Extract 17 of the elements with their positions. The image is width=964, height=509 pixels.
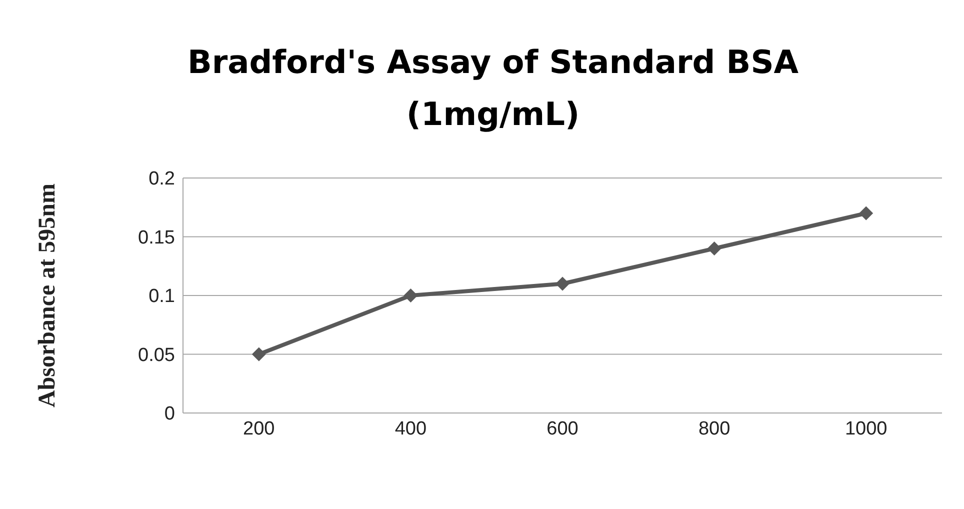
x-tick-label: 200 bbox=[243, 418, 275, 440]
y-axis-title: Absorbance at 595nm bbox=[34, 183, 61, 408]
y-tick-label: 0.15 bbox=[138, 227, 175, 248]
x-tick-label: 1000 bbox=[844, 418, 888, 440]
point bbox=[404, 288, 418, 302]
point bbox=[556, 276, 570, 291]
y-tick-label: 0.1 bbox=[148, 286, 175, 308]
x-tick-label: 600 bbox=[546, 418, 578, 440]
y-tick-label: 0.05 bbox=[138, 344, 175, 366]
x-tick-label: 800 bbox=[698, 418, 730, 440]
point bbox=[252, 347, 266, 362]
y-tick-label: 0 bbox=[164, 404, 175, 425]
point bbox=[859, 206, 874, 220]
chart-title: Bradford's Assay of Standard BSA (1mg/mL) bbox=[186, 42, 800, 135]
x-tick-label: 400 bbox=[394, 418, 427, 440]
y-tick-label: 0.2 bbox=[148, 168, 175, 190]
point bbox=[707, 242, 722, 256]
